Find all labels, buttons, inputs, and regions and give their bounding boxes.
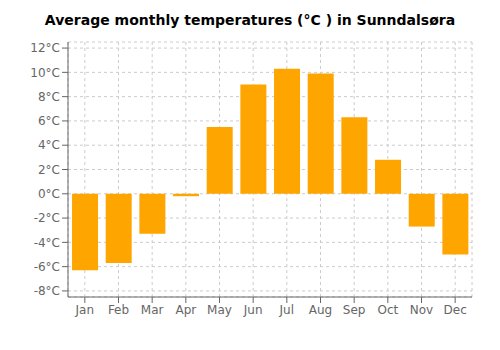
svg-text:Feb: Feb [108,303,129,317]
svg-text:Dec: Dec [444,303,467,317]
svg-text:-2°C: -2°C [34,211,60,225]
svg-text:8°C: 8°C [38,90,60,104]
svg-text:Mar: Mar [141,303,164,317]
svg-text:Oct: Oct [377,303,398,317]
svg-text:12°C: 12°C [30,41,60,55]
svg-text:-4°C: -4°C [34,236,60,250]
svg-text:Jan: Jan [75,303,95,317]
svg-text:Jul: Jul [279,303,294,317]
svg-text:Sep: Sep [343,303,366,317]
html-text:Average monthly temperatures (: Average monthly temperatures (°C ) in Su… [44,12,456,28]
svg-text:6°C: 6°C [38,114,60,128]
svg-text:4°C: 4°C [38,138,60,152]
svg-text:Apr: Apr [175,303,196,317]
svg-text:2°C: 2°C [38,163,60,177]
svg-text:-6°C: -6°C [34,260,60,274]
svg-text:0°C: 0°C [38,187,60,201]
svg-text:May: May [207,303,232,317]
svg-text:Nov: Nov [410,303,433,317]
svg-text:Aug: Aug [309,303,332,317]
svg-text:-8°C: -8°C [34,284,60,298]
svg-text:10°C: 10°C [30,66,60,80]
svg-text:Jun: Jun [243,303,263,317]
